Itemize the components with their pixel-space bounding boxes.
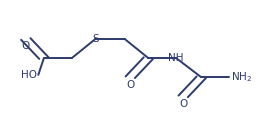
Text: O: O (179, 99, 187, 109)
Text: S: S (92, 34, 99, 44)
Text: NH: NH (169, 53, 184, 63)
Text: O: O (126, 80, 134, 90)
Text: HO: HO (21, 70, 37, 80)
Text: NH$_2$: NH$_2$ (230, 70, 252, 84)
Text: O: O (22, 41, 30, 51)
